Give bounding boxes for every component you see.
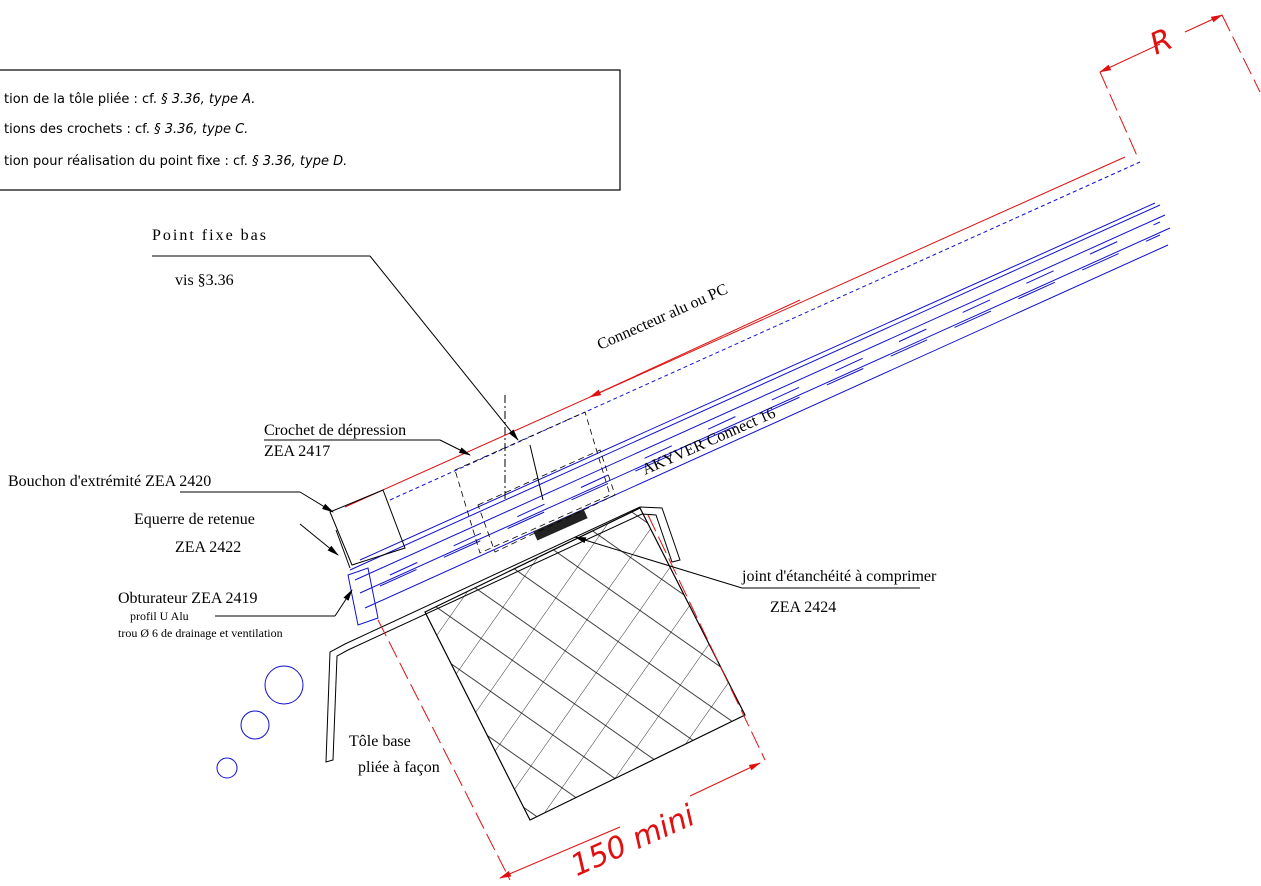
line-work xyxy=(329,489,406,566)
line-work xyxy=(344,156,1126,508)
label: Bouchon d'extrémité ZEA 2420 xyxy=(8,473,211,490)
drain-hole xyxy=(216,757,238,779)
line-work xyxy=(299,491,334,513)
line-work xyxy=(1099,43,1161,73)
label: profil U Alu xyxy=(130,609,189,623)
line-work xyxy=(389,161,1141,501)
line-work xyxy=(1184,14,1223,33)
label: ZEA 2424 xyxy=(770,599,836,616)
label: Point fixe bas xyxy=(152,227,268,244)
line-work xyxy=(499,826,621,879)
line-work xyxy=(299,523,339,556)
label: AKYVER Connect 16 xyxy=(640,405,778,479)
note-part: § 3.36, type C. xyxy=(154,122,248,137)
drain-hole xyxy=(240,710,270,740)
line-work xyxy=(1221,14,1261,93)
note-box xyxy=(0,69,621,191)
line-work xyxy=(589,299,801,398)
line-work xyxy=(335,529,351,569)
note: tion de la tôle pliée : cf. § 3.36, type… xyxy=(4,92,255,107)
line-work xyxy=(533,509,588,541)
support xyxy=(424,507,746,821)
note-part: § 3.36, type A. xyxy=(161,92,255,107)
line-work xyxy=(1099,71,1139,159)
label: pliée à façon xyxy=(358,759,440,776)
line-work xyxy=(334,589,353,617)
width-label: 150 mini xyxy=(566,798,701,884)
note-part: § 3.36, type D. xyxy=(252,154,347,169)
label: ZEA 2417 xyxy=(264,443,330,460)
line-work xyxy=(364,244,1169,609)
line-work xyxy=(574,536,743,589)
line-work xyxy=(647,514,766,761)
label: Tôle base xyxy=(349,733,411,750)
line-work xyxy=(359,202,1156,561)
line-work xyxy=(689,762,761,797)
line-work xyxy=(349,204,1161,571)
note: tions des crochets : cf. § 3.36, type C. xyxy=(4,122,248,137)
note: tion pour réalisation du point fixe : cf… xyxy=(4,154,347,169)
r-dimension: R xyxy=(1099,14,1261,159)
line-work xyxy=(454,411,611,554)
label: Crochet de dépression xyxy=(264,422,406,439)
line-work xyxy=(439,439,471,456)
label: joint d'étanchéité à comprimer xyxy=(741,568,937,585)
line-work xyxy=(477,449,616,553)
label: Equerre de retenue xyxy=(134,511,255,528)
note-part: tion pour réalisation du point fixe : cf… xyxy=(4,154,252,169)
tole-base xyxy=(325,506,681,763)
crochet-outline xyxy=(454,395,616,554)
drain-hole xyxy=(264,665,304,705)
note-part: tions des crochets : cf. xyxy=(4,122,154,137)
label: trou Ø 6 de drainage et ventilation xyxy=(118,626,283,640)
note-part: tion de la tôle pliée : cf. xyxy=(4,92,161,107)
line-work xyxy=(369,255,519,441)
line-work xyxy=(389,221,1161,576)
line-work xyxy=(354,214,1166,581)
line-work xyxy=(529,444,544,501)
line-work xyxy=(347,567,379,626)
line-work xyxy=(359,227,1171,594)
label: Obturateur ZEA 2419 xyxy=(118,590,258,607)
line-work xyxy=(379,234,1161,587)
r-label: R xyxy=(1145,22,1178,62)
label: vis §3.36 xyxy=(175,272,234,289)
panel xyxy=(329,156,1171,626)
label: ZEA 2422 xyxy=(175,539,241,556)
line-work xyxy=(377,619,511,881)
